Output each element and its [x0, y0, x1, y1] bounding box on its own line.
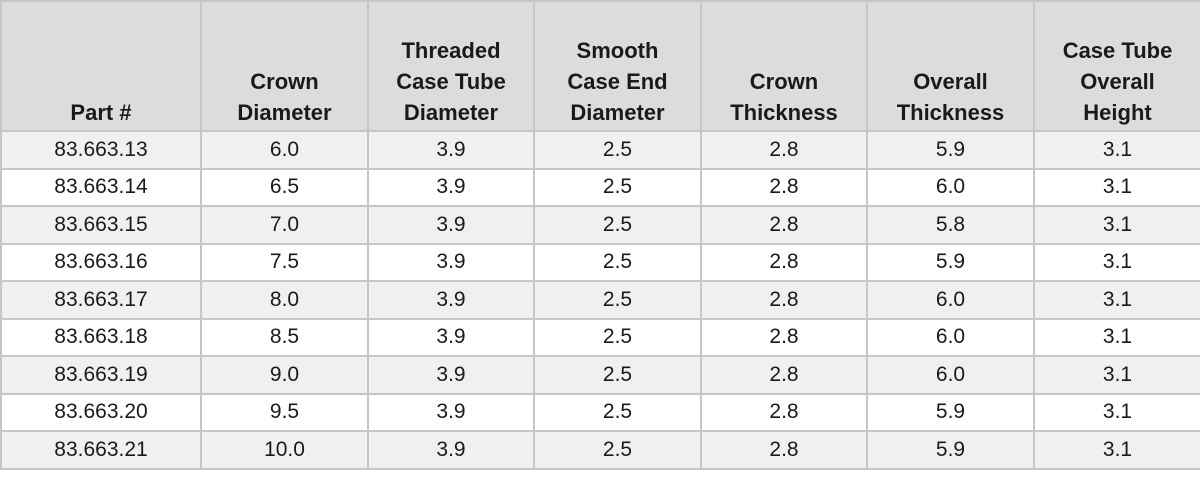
data-cell: 2.5: [533, 130, 702, 170]
data-row: 83.663.21 10.0 3.9 2.5 2.8 5.9 3.1: [0, 430, 1200, 470]
data-cell: 3.1: [1033, 317, 1200, 357]
data-row: 83.663.15 7.0 3.9 2.5 2.8 5.8 3.1: [0, 205, 1200, 245]
data-cell: 3.9: [367, 167, 535, 207]
data-cell: 83.663.13: [0, 130, 202, 170]
data-cell: 3.1: [1033, 130, 1200, 170]
data-cell: 2.8: [700, 355, 868, 395]
header-line: Case End: [567, 69, 668, 94]
header-row: Part # Crown Diameter Threaded Case Tube Diam…: [0, 0, 1200, 132]
data-cell: 5.9: [866, 242, 1035, 282]
header-line: Case Tube: [1062, 38, 1173, 63]
data-cell: 2.5: [533, 205, 702, 245]
data-cell: 8.0: [200, 280, 369, 320]
data-cell: 3.9: [367, 392, 535, 432]
data-cell: 3.1: [1033, 205, 1200, 245]
data-cell: 7.0: [200, 205, 369, 245]
header-line: Diameter: [237, 100, 332, 125]
data-cell: 3.1: [1033, 355, 1200, 395]
data-cell: 83.663.17: [0, 280, 202, 320]
data-cell: 83.663.14: [0, 167, 202, 207]
data-cell: 6.0: [200, 130, 369, 170]
data-cell: 10.0: [200, 430, 369, 470]
data-cell: 6.0: [866, 280, 1035, 320]
data-cell: 3.9: [367, 280, 535, 320]
data-cell: 2.5: [533, 242, 702, 282]
header-cell: Part #: [0, 0, 202, 132]
data-cell: 83.663.15: [0, 205, 202, 245]
data-cell: 2.5: [533, 355, 702, 395]
header-cell: Crown Thickness: [700, 0, 868, 132]
header-cell: Crown Diameter: [200, 0, 369, 132]
header-line: Thickness: [896, 100, 1005, 125]
header-line: Thickness: [730, 100, 838, 125]
header-line: Part #: [70, 100, 132, 125]
data-cell: 3.9: [367, 317, 535, 357]
data-cell: 2.5: [533, 392, 702, 432]
data-row: 83.663.13 6.0 3.9 2.5 2.8 5.9 3.1: [0, 130, 1200, 170]
data-cell: 2.8: [700, 392, 868, 432]
data-row: 83.663.16 7.5 3.9 2.5 2.8 5.9 3.1: [0, 242, 1200, 282]
data-cell: 7.5: [200, 242, 369, 282]
data-cell: 8.5: [200, 317, 369, 357]
data-cell: 3.1: [1033, 242, 1200, 282]
header-line: Case Tube: [396, 69, 506, 94]
data-cell: 6.0: [866, 167, 1035, 207]
header-line: Crown: [250, 69, 319, 94]
header-cell: Smooth Case End Diameter: [533, 0, 702, 132]
data-row: 83.663.19 9.0 3.9 2.5 2.8 6.0 3.1: [0, 355, 1200, 395]
data-cell: 9.0: [200, 355, 369, 395]
data-row: 83.663.17 8.0 3.9 2.5 2.8 6.0 3.1: [0, 280, 1200, 320]
data-cell: 3.9: [367, 242, 535, 282]
data-cell: 5.9: [866, 130, 1035, 170]
data-cell: 2.8: [700, 167, 868, 207]
data-row: 83.663.14 6.5 3.9 2.5 2.8 6.0 3.1: [0, 167, 1200, 207]
data-cell: 5.9: [866, 392, 1035, 432]
data-cell: 83.663.20: [0, 392, 202, 432]
data-cell: 2.8: [700, 317, 868, 357]
data-cell: 3.9: [367, 355, 535, 395]
header-line: Height: [1083, 100, 1152, 125]
data-cell: 6.0: [866, 355, 1035, 395]
data-cell: 3.9: [367, 130, 535, 170]
data-cell: 2.8: [700, 205, 868, 245]
data-cell: 2.5: [533, 430, 702, 470]
data-cell: 2.8: [700, 130, 868, 170]
header-line: Overall: [913, 69, 988, 94]
header-line: Crown: [749, 69, 819, 94]
data-cell: 6.0: [866, 317, 1035, 357]
header-cell: Threaded Case Tube Diameter: [367, 0, 535, 132]
data-cell: 2.5: [533, 280, 702, 320]
header-line: Overall: [1080, 69, 1155, 94]
data-cell: 5.9: [866, 430, 1035, 470]
data-cell: 3.1: [1033, 430, 1200, 470]
header-cell: Overall Thickness: [866, 0, 1035, 132]
data-cell: 83.663.19: [0, 355, 202, 395]
data-cell: 83.663.18: [0, 317, 202, 357]
data-cell: 2.8: [700, 280, 868, 320]
data-cell: 2.5: [533, 317, 702, 357]
data-cell: 3.1: [1033, 167, 1200, 207]
data-cell: 9.5: [200, 392, 369, 432]
spec-table: Part # Crown Diameter Threaded Case Tube Diam…: [0, 0, 1200, 470]
header-cell: Case Tube Overall Height: [1033, 0, 1200, 132]
data-row: 83.663.18 8.5 3.9 2.5 2.8 6.0 3.1: [0, 317, 1200, 357]
data-cell: 2.8: [700, 242, 868, 282]
header-line: Threaded: [401, 38, 501, 63]
data-cell: 3.9: [367, 430, 535, 470]
header-line: Diameter: [570, 100, 665, 125]
data-cell: 5.8: [866, 205, 1035, 245]
data-row: 83.663.20 9.5 3.9 2.5 2.8 5.9 3.1: [0, 392, 1200, 432]
data-cell: 2.5: [533, 167, 702, 207]
data-cell: 83.663.16: [0, 242, 202, 282]
data-cell: 3.1: [1033, 392, 1200, 432]
header-line: Diameter: [403, 100, 499, 125]
data-cell: 6.5: [200, 167, 369, 207]
data-cell: 3.9: [367, 205, 535, 245]
data-cell: 2.8: [700, 430, 868, 470]
header-line: Smooth: [576, 38, 659, 63]
data-cell: 83.663.21: [0, 430, 202, 470]
data-cell: 3.1: [1033, 280, 1200, 320]
